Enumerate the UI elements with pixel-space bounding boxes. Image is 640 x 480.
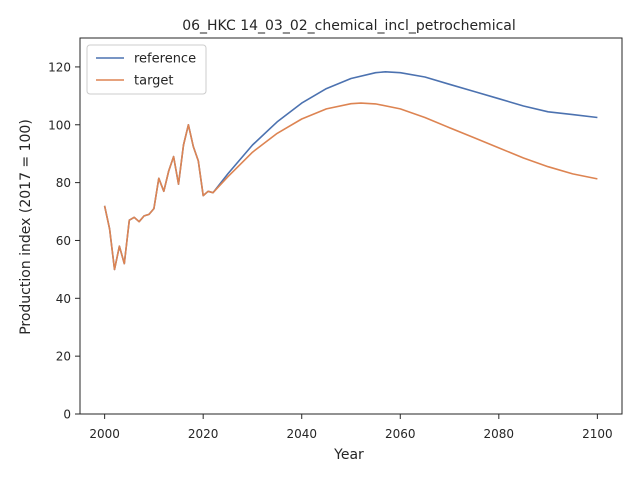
axes-frame	[79, 37, 623, 415]
y-tick-label: 120	[48, 60, 71, 74]
y-tick-label: 60	[56, 234, 71, 248]
x-tick-label: 2100	[582, 427, 613, 441]
chart-title: 06_HKC 14_03_02_chemical_incl_petrochemi…	[182, 18, 516, 34]
y-tick-label: 100	[48, 118, 71, 132]
y-axis-label: Production index (2017 = 100)	[18, 119, 34, 335]
x-axis-label: Year	[333, 447, 364, 463]
legend: reference target	[86, 44, 207, 95]
y-tick-label: 0	[63, 408, 71, 422]
x-tick-label: 2000	[89, 427, 120, 441]
legend-label-reference: reference	[134, 52, 196, 67]
y-tick-label: 40	[56, 292, 71, 306]
y-tick-label: 80	[56, 176, 71, 190]
x-tick-label: 2040	[286, 427, 317, 441]
x-tick-label: 2080	[484, 427, 515, 441]
x-tick-label: 2020	[188, 427, 219, 441]
y-tick-label: 20	[56, 350, 71, 364]
series-line-target	[103, 102, 598, 271]
legend-label-target: target	[134, 74, 174, 89]
x-tick-label: 2060	[385, 427, 416, 441]
